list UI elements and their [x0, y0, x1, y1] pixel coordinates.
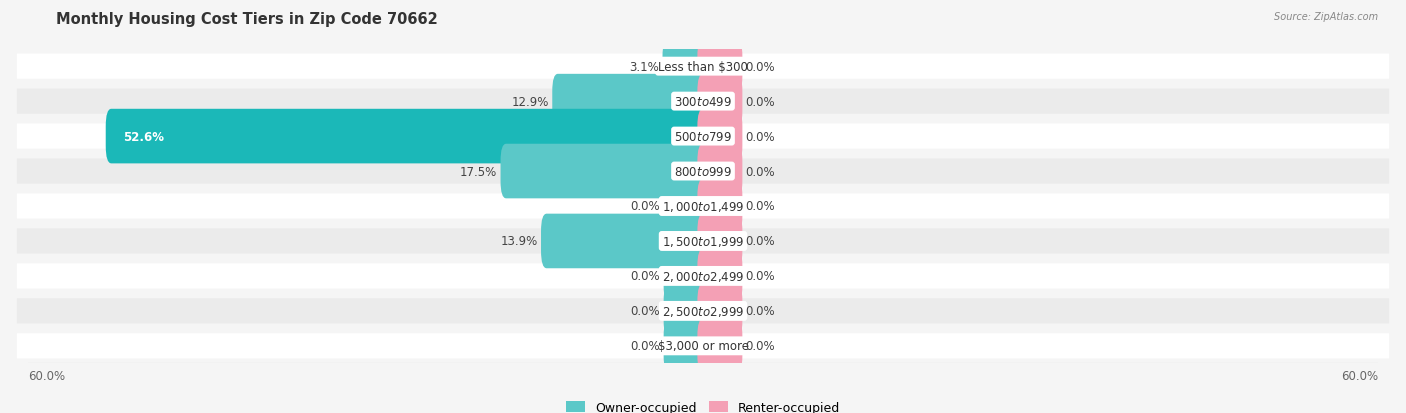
FancyBboxPatch shape	[541, 214, 709, 268]
FancyBboxPatch shape	[664, 249, 709, 304]
FancyBboxPatch shape	[17, 229, 1389, 254]
Text: 60.0%: 60.0%	[28, 369, 65, 382]
Text: 0.0%: 0.0%	[745, 305, 775, 318]
Text: 3.1%: 3.1%	[630, 61, 659, 74]
FancyBboxPatch shape	[697, 40, 742, 94]
Text: $1,000 to $1,499: $1,000 to $1,499	[662, 199, 744, 214]
Text: Less than $300: Less than $300	[658, 61, 748, 74]
FancyBboxPatch shape	[697, 145, 742, 199]
Text: 12.9%: 12.9%	[512, 95, 548, 108]
Text: $1,500 to $1,999: $1,500 to $1,999	[662, 235, 744, 248]
FancyBboxPatch shape	[17, 333, 1389, 358]
FancyBboxPatch shape	[697, 284, 742, 338]
Text: 0.0%: 0.0%	[745, 95, 775, 108]
Text: $300 to $499: $300 to $499	[673, 95, 733, 108]
FancyBboxPatch shape	[553, 75, 709, 129]
FancyBboxPatch shape	[697, 319, 742, 373]
FancyBboxPatch shape	[697, 214, 742, 268]
Text: 52.6%: 52.6%	[122, 130, 163, 143]
Text: $800 to $999: $800 to $999	[673, 165, 733, 178]
FancyBboxPatch shape	[664, 179, 709, 234]
Text: 0.0%: 0.0%	[631, 305, 661, 318]
Text: 0.0%: 0.0%	[745, 200, 775, 213]
FancyBboxPatch shape	[697, 179, 742, 234]
Text: 0.0%: 0.0%	[745, 270, 775, 283]
FancyBboxPatch shape	[17, 89, 1389, 114]
FancyBboxPatch shape	[501, 145, 709, 199]
Text: 0.0%: 0.0%	[745, 235, 775, 248]
Text: 0.0%: 0.0%	[631, 200, 661, 213]
Text: 0.0%: 0.0%	[631, 270, 661, 283]
Text: Monthly Housing Cost Tiers in Zip Code 70662: Monthly Housing Cost Tiers in Zip Code 7…	[56, 12, 439, 27]
FancyBboxPatch shape	[17, 194, 1389, 219]
FancyBboxPatch shape	[17, 263, 1389, 289]
Text: 17.5%: 17.5%	[460, 165, 498, 178]
Text: $500 to $799: $500 to $799	[673, 130, 733, 143]
Text: 0.0%: 0.0%	[745, 61, 775, 74]
FancyBboxPatch shape	[697, 109, 742, 164]
Text: Source: ZipAtlas.com: Source: ZipAtlas.com	[1274, 12, 1378, 22]
Text: $2,000 to $2,499: $2,000 to $2,499	[662, 269, 744, 283]
Text: 0.0%: 0.0%	[745, 130, 775, 143]
FancyBboxPatch shape	[697, 249, 742, 304]
Legend: Owner-occupied, Renter-occupied: Owner-occupied, Renter-occupied	[567, 401, 839, 413]
Text: $3,000 or more: $3,000 or more	[658, 339, 748, 352]
Text: 0.0%: 0.0%	[745, 339, 775, 352]
Text: 60.0%: 60.0%	[1341, 369, 1378, 382]
FancyBboxPatch shape	[105, 109, 709, 164]
FancyBboxPatch shape	[664, 284, 709, 338]
FancyBboxPatch shape	[662, 40, 709, 94]
FancyBboxPatch shape	[697, 75, 742, 129]
FancyBboxPatch shape	[17, 55, 1389, 80]
Text: 0.0%: 0.0%	[631, 339, 661, 352]
Text: 0.0%: 0.0%	[745, 165, 775, 178]
FancyBboxPatch shape	[17, 299, 1389, 324]
FancyBboxPatch shape	[664, 319, 709, 373]
FancyBboxPatch shape	[17, 159, 1389, 184]
Text: $2,500 to $2,999: $2,500 to $2,999	[662, 304, 744, 318]
FancyBboxPatch shape	[17, 124, 1389, 150]
Text: 13.9%: 13.9%	[501, 235, 537, 248]
